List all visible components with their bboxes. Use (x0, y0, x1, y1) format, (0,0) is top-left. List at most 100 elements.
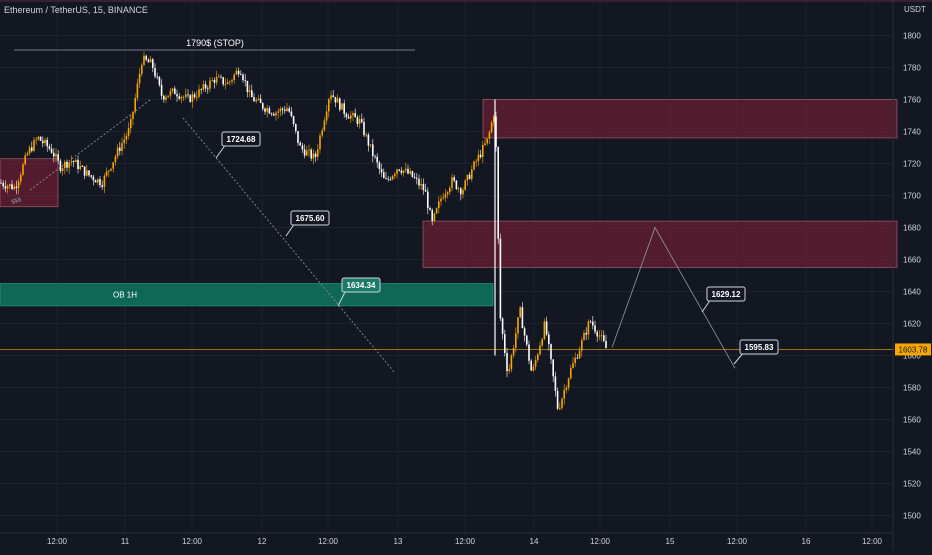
candle-body (281, 108, 284, 110)
candle-body (550, 344, 552, 360)
candle-body (350, 115, 352, 119)
candle-body (396, 169, 398, 174)
x-tick-label: 15 (666, 537, 675, 546)
candle-body (174, 88, 176, 95)
candle-body (204, 84, 207, 89)
candle-body (521, 307, 524, 329)
x-tick-label: 12:00 (47, 537, 68, 546)
candle-body (42, 140, 44, 144)
candle-body (165, 97, 167, 100)
candle-body (462, 189, 464, 195)
callout-1595-box (739, 339, 779, 355)
candle-body (22, 164, 24, 175)
candle-body (277, 111, 279, 113)
candle-body (537, 354, 539, 361)
candle-layer (0, 51, 607, 411)
x-tick-label: 12 (258, 537, 267, 546)
candle-body (424, 189, 427, 192)
candle-body (59, 160, 62, 172)
liquidity-trend-line (29, 99, 151, 191)
callout-1634-pointer (337, 289, 347, 307)
candle-body (495, 116, 497, 148)
candle-body (253, 97, 255, 102)
candle-body (345, 113, 348, 117)
candle-body (50, 148, 53, 153)
candle-body (154, 67, 156, 77)
candle-body (31, 147, 33, 151)
candle-body (127, 128, 130, 136)
candle-body (449, 187, 451, 193)
candle-body (431, 210, 433, 221)
candle-body (510, 355, 513, 370)
y-tick-label: 1780 (903, 64, 921, 73)
annotation-layer: 1790$ (STOP) 1724.68 1675.60 1634.34 1629.12… (11, 38, 779, 365)
candle-body (389, 179, 392, 180)
x-tick-label: 12:00 (862, 537, 883, 546)
candle-body (479, 154, 482, 158)
candle-body (468, 174, 471, 179)
candle-body (209, 80, 211, 89)
stop-label: 1790$ (STOP) (186, 38, 244, 48)
candle-body (561, 398, 563, 408)
candle-body (123, 139, 125, 144)
candle-body (578, 350, 581, 359)
candle-body (240, 74, 242, 75)
candle-body (196, 96, 198, 98)
candle-body (11, 184, 13, 190)
x-tick-label: 16 (802, 537, 811, 546)
candle-body (185, 94, 187, 97)
candle-body (515, 333, 517, 348)
candle-body (37, 136, 40, 140)
candle-body (319, 135, 321, 150)
candle-body (391, 175, 394, 180)
candle-body (422, 184, 425, 190)
candle-body (246, 80, 249, 93)
y-tick-label: 1720 (903, 160, 921, 169)
candle-body (275, 112, 277, 116)
candle-body (490, 122, 493, 133)
candle-body (101, 185, 103, 188)
candle-body (332, 95, 334, 97)
candle-body (471, 169, 473, 179)
candle-body (176, 94, 178, 97)
supply-zone (482, 99, 898, 139)
candle-body (15, 186, 18, 189)
candle-body (299, 142, 301, 146)
candle-body (598, 335, 601, 337)
candle-body (374, 155, 376, 157)
candle-body (592, 321, 594, 326)
candle-body (541, 339, 543, 346)
candle-body (257, 98, 260, 101)
zone-layer: OB 1H (0, 99, 898, 307)
candle-body (433, 213, 436, 221)
candle-body (167, 95, 169, 98)
x-tick-label: 11 (121, 537, 130, 546)
candle-body (266, 108, 268, 112)
callout-1634-box (341, 277, 381, 293)
candle-body (356, 117, 359, 124)
candle-body (534, 360, 537, 367)
candle-body (464, 180, 466, 190)
candle-body (46, 139, 48, 147)
candle-body (187, 94, 189, 96)
candle-body (81, 166, 84, 167)
candle-body (526, 335, 528, 345)
candle-body (66, 161, 68, 168)
candle-body (160, 84, 163, 96)
callout-1634: 1634.34 (347, 281, 376, 290)
candle-body (407, 168, 409, 174)
candle-body (347, 116, 350, 119)
candle-body (570, 368, 572, 379)
candle-body (363, 121, 365, 136)
candle-body (28, 147, 31, 154)
x-tick-label: 12:00 (182, 537, 203, 546)
candle-body (156, 76, 158, 78)
candle-body (325, 111, 328, 121)
candle-body (193, 94, 196, 98)
candle-body (207, 88, 209, 90)
candle-body (17, 181, 20, 189)
candle-body (130, 119, 132, 129)
candle-body (477, 154, 480, 162)
candle-body (20, 174, 22, 182)
